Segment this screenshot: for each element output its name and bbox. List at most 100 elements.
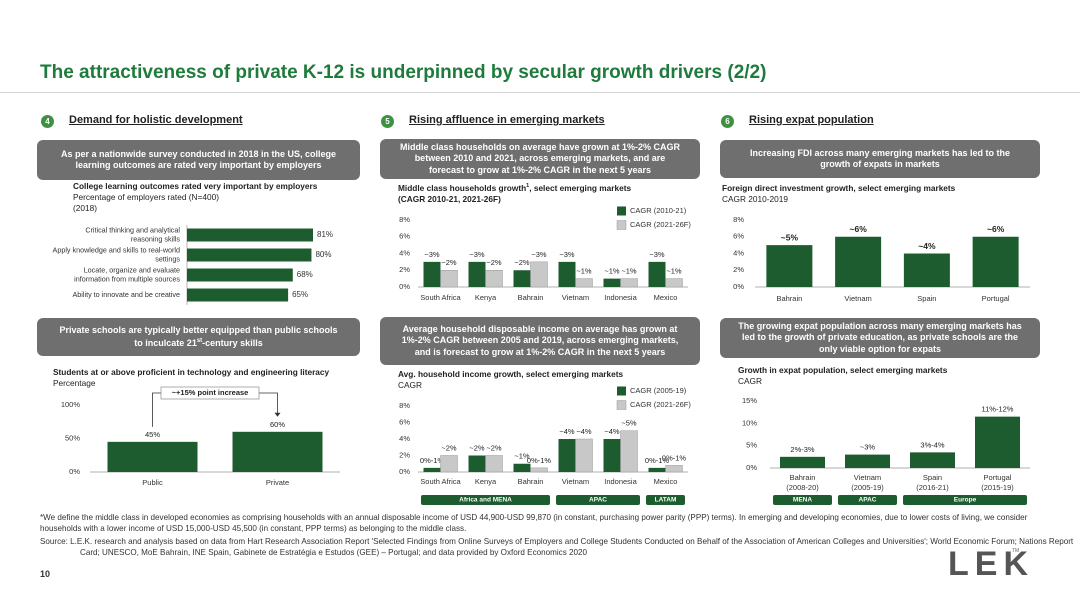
y-tick-label: 5% <box>746 441 757 450</box>
bar <box>423 261 441 287</box>
x-tick-label: Portugal <box>984 473 1012 482</box>
bar <box>558 439 576 472</box>
bar <box>232 431 323 472</box>
y-tick-label: 8% <box>733 215 744 224</box>
footnote: *We define the middle class in developed… <box>40 513 1028 533</box>
y-tick-label: 15% <box>742 396 757 405</box>
group-label: MENA <box>793 497 812 504</box>
x-tick-label: Bahrain <box>776 294 802 303</box>
bar <box>575 438 593 473</box>
value-label: ~1% <box>514 452 530 461</box>
value-label: ~6% <box>850 224 868 234</box>
bar <box>468 455 486 472</box>
x-tick-label: Vietnam <box>562 293 589 302</box>
value-label: 3%-4% <box>920 440 945 449</box>
chart-title: Growth in expat population, select emerg… <box>738 365 948 375</box>
legend-swatch <box>616 220 627 230</box>
category-label: Critical thinking and analytical reasoni… <box>85 225 180 243</box>
bar <box>530 261 548 288</box>
group-label: APAC <box>859 497 877 504</box>
chart-subtitle: Percentage <box>53 378 96 388</box>
bar <box>485 270 503 288</box>
value-label: ~2% <box>441 443 457 452</box>
legend-label: CAGR (2010-21) <box>630 206 687 215</box>
value-label: 0%-1% <box>527 456 552 465</box>
x-tick-sublabel: (2008-20) <box>786 483 819 492</box>
value-label: ~3% <box>424 250 440 259</box>
chart-subtitle: CAGR <box>398 380 422 390</box>
value-label: ~2% <box>486 258 502 267</box>
chart-title-text: Growth in expat population, select emerg… <box>738 365 948 375</box>
y-tick-label: 8% <box>399 401 410 410</box>
value-label: ~6% <box>987 224 1005 234</box>
value-label: 65% <box>292 290 308 299</box>
bar <box>603 278 621 287</box>
group-label-box <box>773 495 832 505</box>
title-rule <box>0 92 1080 93</box>
callout-text: Increasing FDI across many emerging mark… <box>749 147 1011 170</box>
callout-text-part: Private schools are typically better equ… <box>59 324 338 349</box>
bar <box>665 465 683 473</box>
group-label: Europe <box>954 497 977 504</box>
callout-sup: st <box>196 338 203 344</box>
bar <box>187 228 313 242</box>
group-label-box <box>646 495 685 505</box>
x-tick-label: Indonesia <box>604 477 637 486</box>
bar <box>575 278 593 288</box>
bar <box>187 248 312 262</box>
x-tick-sublabel: (2016-21) <box>916 483 949 492</box>
bar <box>187 268 293 282</box>
bar <box>468 261 486 287</box>
bar <box>975 416 1020 468</box>
bar <box>845 454 890 468</box>
annotation-box <box>160 386 260 400</box>
y-tick-label: 2% <box>399 265 410 274</box>
x-tick-label: Kenya <box>475 477 497 486</box>
y-tick-label: 8% <box>399 215 410 224</box>
y-tick-label: 0% <box>746 463 757 472</box>
section-number: 5 <box>381 115 394 128</box>
bar <box>780 456 825 468</box>
x-tick-label: Mexico <box>654 293 678 302</box>
section-heading: Rising expat population <box>749 114 874 126</box>
callout-text: Average household disposable income on a… <box>401 323 679 357</box>
value-label: ~2% <box>514 258 530 267</box>
chart-title: Foreign direct investment growth, select… <box>722 183 956 193</box>
y-tick-label: 0% <box>399 467 410 476</box>
value-label: ~4% <box>559 427 575 436</box>
callout-text: As per a nationwide survey conducted in … <box>60 148 337 171</box>
annotation-line <box>259 392 278 414</box>
legend-label: CAGR (2021-26F) <box>630 220 691 229</box>
value-label: ~1% <box>666 267 682 276</box>
y-tick-label: 4% <box>733 248 744 257</box>
value-label: 80% <box>315 250 331 259</box>
callout: Private schools are typically better equ… <box>37 318 360 356</box>
x-tick-label: Spain <box>923 473 942 482</box>
chart-title-text: College learning outcomes rated very imp… <box>73 181 318 191</box>
value-label: ~3% <box>649 250 665 259</box>
value-label: ~4% <box>576 427 592 436</box>
value-label: 68% <box>297 270 313 279</box>
bar <box>620 430 638 473</box>
section-heading: Rising affluence in emerging markets <box>409 114 605 126</box>
x-tick-sublabel: (2005-19) <box>851 483 884 492</box>
bar <box>665 278 683 288</box>
x-tick-label: Vietnam <box>854 473 881 482</box>
group-label: Africa and MENA <box>459 497 512 504</box>
bar <box>620 278 638 288</box>
x-tick-label: Mexico <box>654 477 678 486</box>
group-label-box <box>903 495 1027 505</box>
bar <box>766 245 813 287</box>
legend-label: CAGR (2005-19) <box>630 386 687 395</box>
bar <box>648 467 666 472</box>
logo: LEK <box>948 545 1034 583</box>
legend-label: CAGR (2021-26F) <box>630 400 691 409</box>
callout: Increasing FDI across many emerging mark… <box>720 140 1040 178</box>
chart-subtitle: CAGR 2010-2019 <box>722 194 788 204</box>
callout-text: Private schools are typically better equ… <box>55 325 342 350</box>
chart-subtitle: (2018) <box>73 203 97 213</box>
x-tick-label: South Africa <box>420 293 461 302</box>
value-label: ~3% <box>559 250 575 259</box>
